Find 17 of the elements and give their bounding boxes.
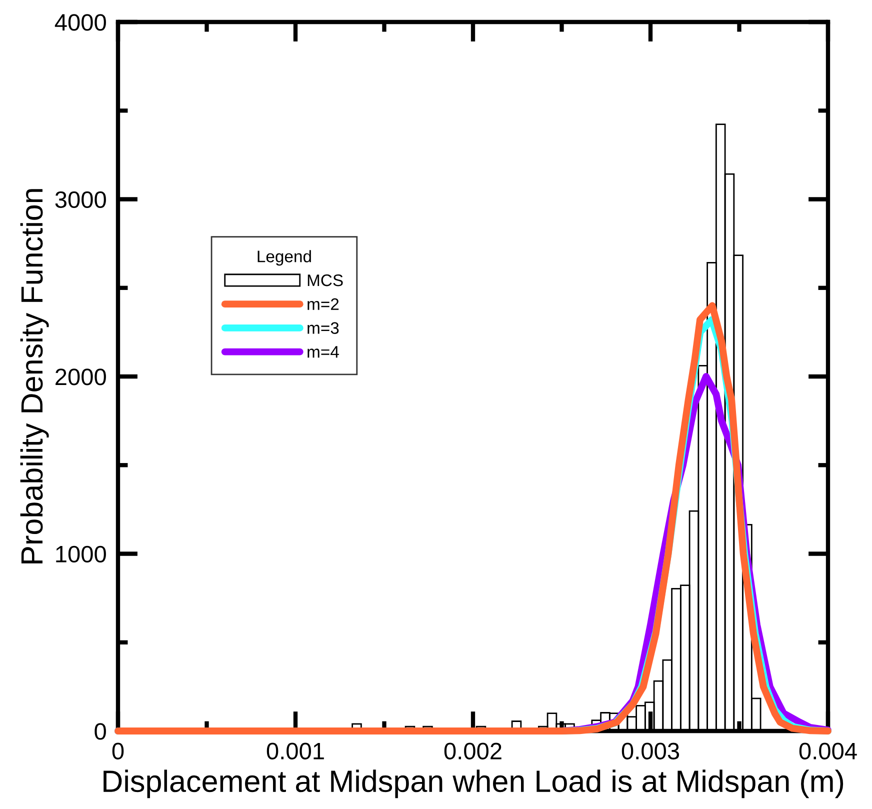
x-tick-label: 0 — [112, 742, 124, 760]
x-axis-title: Displacement at Midspan when Load is at Midspan (m) — [104, 770, 844, 798]
legend-label: m=4 — [308, 346, 339, 358]
legend-title: Legend — [258, 250, 311, 266]
y-axis-title: Probability Density Function — [20, 189, 49, 564]
legend-label: MCS — [308, 274, 343, 286]
y-tick-label: 2000 — [56, 368, 106, 386]
x-tick-label: 0.001 — [266, 742, 324, 760]
y-tick-label: 1000 — [56, 546, 106, 563]
x-tick-label: 0.002 — [444, 742, 502, 760]
y-tick-label: 4000 — [54, 14, 106, 31]
legend-label: m=2 — [308, 298, 339, 310]
y-tick-label: 0 — [94, 723, 106, 740]
legend-label: m=3 — [308, 322, 339, 334]
y-tick-label: 3000 — [55, 191, 106, 208]
x-tick-label: 0.003 — [622, 742, 680, 760]
x-tick-label: 0.004 — [799, 742, 857, 760]
